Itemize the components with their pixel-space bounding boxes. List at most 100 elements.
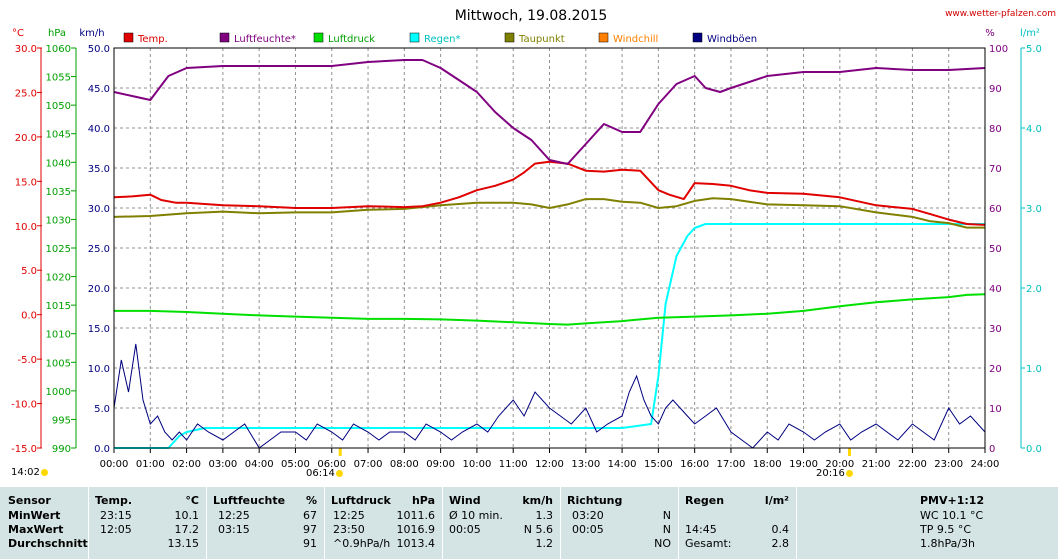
legend-swatch-5 (598, 32, 609, 43)
legend-swatch-3 (409, 32, 420, 43)
time-tick-1: 01:00 (136, 459, 165, 470)
time-tick-4: 04:00 (245, 459, 274, 470)
temp-tick-0: 30.0 (15, 44, 37, 55)
site-link[interactable]: www.wetter-pfalzen.com (945, 9, 1056, 19)
wind-tick-4: 30.0 (88, 204, 110, 215)
humidity-tick-0: 100 (989, 44, 1008, 55)
rain-tick-0: 5.0 (1026, 44, 1042, 55)
rain-time-1: 14:45 (685, 523, 717, 536)
left-axes: 30.0 25.0 20.0 15.0 10.0 5.0 0.0 -5.0 -10.0 -15.0… (11, 44, 110, 455)
pressure-tick-9: 1015 (46, 301, 71, 312)
direction-value-0: N (662, 509, 671, 522)
temp-tick-8: -10.0 (11, 400, 37, 411)
wind-tick-8: 10.0 (88, 364, 110, 375)
legend-label-3: Regen* (424, 34, 461, 45)
time-tick-14: 14:00 (608, 459, 637, 470)
header-rain-unit: l/m² (764, 494, 789, 507)
sunset-value: 20:16 (816, 468, 845, 479)
time-tick-0: 00:00 (100, 459, 129, 470)
sunset-icon (845, 469, 853, 477)
pressure-value-1: 1016.9 (396, 523, 436, 536)
legend-label-2: Luftdruck (328, 34, 375, 45)
wind-tick-3: 35.0 (88, 164, 110, 175)
pressure-tick-3: 1045 (46, 130, 71, 141)
row-label-2: Durchschnitt (8, 537, 88, 550)
chart-title: Mittwoch, 19.08.2015 (455, 8, 608, 24)
time-tick-16: 16:00 (680, 459, 709, 470)
wind-time-1: 00:05 (449, 523, 481, 536)
humidity-value-1: 97 (303, 523, 317, 536)
humidity-tick-2: 80 (989, 124, 1002, 135)
temp-tick-4: 10.0 (15, 222, 37, 233)
time-tick-18: 18:00 (753, 459, 782, 470)
time-tick-5: 05:00 (281, 459, 310, 470)
wind-tick-0: 50.0 (88, 44, 110, 55)
header-humidity-unit: % (305, 494, 317, 507)
rain-value-1: 0.4 (771, 523, 790, 536)
series-luftdruck-line (114, 293, 986, 326)
humidity-tick-4: 60 (989, 204, 1002, 215)
series-taupunkt-line (113, 197, 985, 229)
header-pressure: Luftdruck (331, 494, 391, 507)
header-temp: Temp. (95, 494, 133, 507)
wind-time-0: Ø 10 min. (449, 509, 503, 522)
humidity-time-1: 03:15 (218, 523, 250, 536)
pressure-tick-12: 1000 (46, 387, 71, 398)
wind-unit-label: km/h (79, 28, 104, 39)
temp-tick-2: 20.0 (15, 133, 37, 144)
wind-tick-5: 25.0 (88, 244, 110, 255)
humidity-tick-7: 30 (989, 324, 1002, 335)
direction-time-1: 00:05 (572, 523, 604, 536)
wind-tick-2: 40.0 (88, 124, 110, 135)
direction-time-0: 03:20 (572, 509, 604, 522)
header-temp-unit: °C (185, 494, 199, 507)
direction-value-1: N (662, 523, 671, 536)
time-tick-19: 19:00 (789, 459, 818, 470)
time-tick-12: 12:00 (535, 459, 564, 470)
pressure-value-0: 1011.6 (396, 509, 436, 522)
temp-tick-1: 25.0 (15, 88, 37, 99)
time-tick-17: 17:00 (717, 459, 746, 470)
humidity-tick-1: 90 (989, 84, 1002, 95)
time-tick-21: 21:00 (862, 459, 891, 470)
humidity-tick-9: 10 (989, 404, 1002, 415)
rain-unit-label: l/m² (1020, 28, 1040, 39)
wind-value-2: 1.2 (535, 537, 554, 550)
time-tick-7: 07:00 (354, 459, 383, 470)
chart-legend: Temp. Luftfeuchte* Luftdruck Regen* Taupunkt… (123, 32, 757, 45)
temp-tick-7: -5.0 (17, 355, 37, 366)
pressure-unit-label: hPa (48, 28, 66, 39)
humidity-tick-5: 50 (989, 244, 1002, 255)
time-tick-13: 13:00 (571, 459, 600, 470)
stats-table: Sensor Temp. °C Luftfeuchte % Luftdruck … (0, 487, 1058, 559)
sun-icon (40, 468, 48, 476)
time-tick-8: 08:00 (390, 459, 419, 470)
temp-value-0: 10.1 (174, 509, 200, 522)
header-wind-unit: km/h (522, 494, 553, 507)
humidity-value-2: 91 (303, 537, 317, 550)
pressure-value-2: 1013.4 (396, 537, 436, 550)
time-tick-2: 02:00 (172, 459, 201, 470)
sunrise-icon (335, 469, 343, 477)
time-tick-23: 23:00 (934, 459, 963, 470)
legend-swatch-2 (313, 32, 324, 43)
legend-swatch-1 (219, 32, 230, 43)
time-tick-11: 11:00 (499, 459, 528, 470)
pressure-time-1: 23:50 (333, 523, 365, 536)
series-luftfeuchte-line (113, 59, 986, 165)
wind-tick-10: 0.0 (94, 444, 110, 455)
wind-value-1: N 5.6 (523, 523, 553, 536)
rain-value-2: 2.8 (771, 537, 790, 550)
time-tick-9: 09:00 (426, 459, 455, 470)
legend-swatch-4 (504, 32, 515, 43)
time-tick-3: 03:00 (208, 459, 237, 470)
pressure-tick-6: 1030 (46, 215, 71, 226)
pressure-tick-13: 995 (52, 415, 71, 426)
pressure-tick-4: 1040 (46, 158, 71, 169)
humidity-unit-label: % (985, 28, 995, 39)
temp-tick-3: 15.0 (15, 177, 37, 188)
rain-time-2: Gesamt: (685, 537, 732, 550)
time-tick-10: 10:00 (463, 459, 492, 470)
pressure-tick-5: 1035 (46, 187, 71, 198)
